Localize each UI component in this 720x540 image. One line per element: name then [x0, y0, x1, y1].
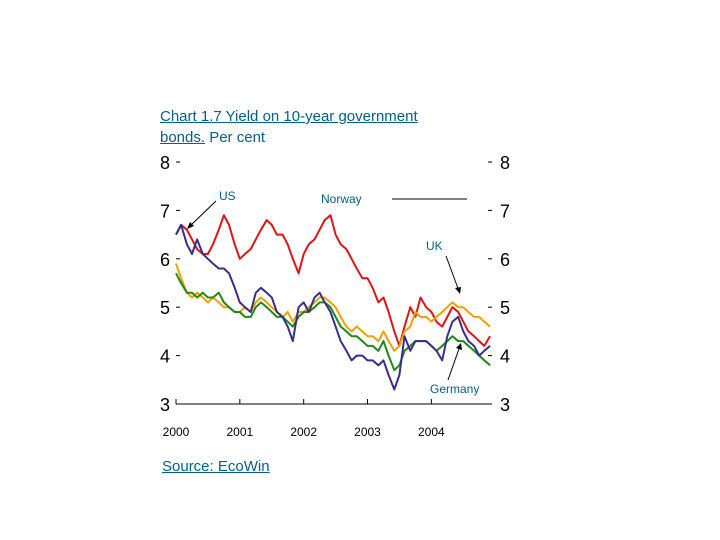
annotation-germany-arrowhead: [456, 343, 462, 350]
series-lines: [175, 214, 491, 391]
y-tick-label-right: 7: [500, 201, 510, 221]
annotation-us-arrowhead: [187, 222, 194, 229]
y-tick-label-right: 3: [500, 395, 510, 415]
y-tick-label-right: 8: [500, 153, 510, 173]
series-line-us: [175, 223, 491, 391]
annotation-uk: UK: [426, 239, 443, 253]
chart-number: Chart 1.7: [160, 108, 222, 125]
y-tick-label-right: 4: [500, 347, 510, 367]
y-tick-label-left: 5: [160, 298, 170, 318]
series-line-germany: [175, 272, 491, 372]
x-tick-label: 2004: [418, 425, 445, 439]
y-tick-label-left: 6: [160, 250, 170, 270]
annotation-germany: Germany: [430, 382, 479, 396]
annotations: US Norway UK Germany: [187, 189, 479, 396]
series-line-uk: [175, 263, 491, 352]
annotation-us: US: [219, 189, 236, 203]
annotation-uk-arrowhead: [455, 287, 461, 294]
annotation-us-arrow: [188, 200, 217, 228]
annotation-norway: Norway: [321, 192, 362, 206]
annotation-uk-arrow: [445, 255, 460, 292]
chart-title-text: Yield on 10-year government: [221, 108, 418, 125]
y-tick-label-right: 6: [500, 250, 510, 270]
y-tick-label-left: 3: [160, 395, 170, 415]
chart-unit: Per cent: [205, 129, 266, 146]
chart-title: Chart 1.7 Yield on 10-year government bo…: [160, 106, 490, 148]
y-tick-label-right: 5: [500, 298, 510, 318]
source-note: Source: EcoWin: [162, 458, 270, 475]
y-tick-label-left: 7: [160, 201, 170, 221]
y-tick-label-left: 8: [160, 153, 170, 173]
chart-subtitle-prefix: bonds.: [160, 129, 206, 146]
x-tick-label: 2001: [226, 425, 253, 439]
x-tick-label: 2003: [354, 425, 381, 439]
x-tick-label: 2002: [290, 425, 317, 439]
annotation-germany-arrow: [447, 345, 461, 381]
y-tick-label-left: 4: [160, 347, 170, 367]
series-line-norway: [175, 214, 491, 347]
axis-ticks: 8 8 7 7 6 6 5 5 4 4 3 3 2000 2001 2002 2003 2004: [160, 153, 510, 439]
x-tick-label: 2000: [163, 425, 190, 439]
